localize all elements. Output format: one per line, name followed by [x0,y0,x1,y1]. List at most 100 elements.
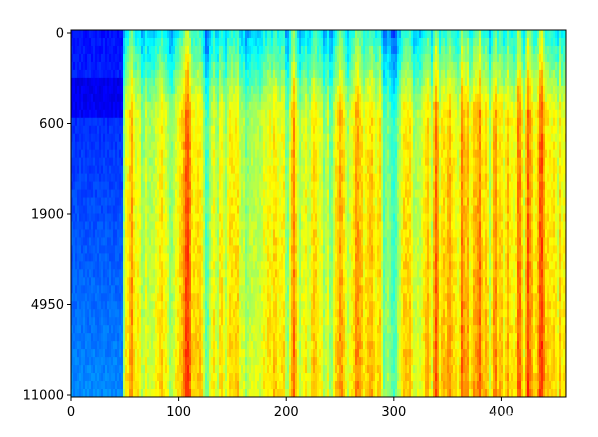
heatmap-cell [201,173,204,183]
heatmap-cell [133,309,136,318]
heatmap-cell [279,117,282,127]
heatmap-column [153,30,156,398]
heatmap-cell [113,157,116,167]
heatmap-cell [137,253,140,262]
heatmap-cell [197,229,200,238]
heatmap-cell [111,333,114,342]
heatmap-cell [207,221,210,230]
heatmap-cell [267,149,270,159]
heatmap-cell [177,349,180,358]
heatmap-cell [195,277,198,286]
heatmap-cell [241,325,244,334]
heatmap-cell [261,165,264,175]
heatmap-cell [155,53,158,63]
heatmap-cell [277,301,280,310]
heatmap-cell [271,341,274,350]
heatmap-cell [275,269,278,278]
heatmap-cell [173,85,176,95]
heatmap-cell [101,293,104,302]
heatmap-cell [275,309,278,318]
heatmap-cell [249,109,252,119]
heatmap-cell [189,197,192,207]
heatmap-cell [149,30,152,39]
heatmap-cell [205,245,208,254]
heatmap-cell [75,277,78,286]
heatmap-cell [101,37,104,47]
heatmap-cell [175,165,178,175]
heatmap-cell [103,93,106,103]
heatmap-cell [187,341,190,350]
heatmap-cell [135,381,138,390]
heatmap-cell [257,197,260,207]
heatmap-cell [225,349,228,358]
heatmap-cell [191,53,194,63]
heatmap-cell [111,30,114,39]
heatmap-cell [87,197,90,207]
heatmap-cell [221,173,224,183]
heatmap-cell [271,325,274,334]
heatmap-cell [149,45,152,55]
heatmap-cell [119,69,122,79]
heatmap-cell [267,165,270,175]
heatmap-cell [163,381,166,390]
heatmap-cell [135,173,138,183]
heatmap-cell [73,261,76,270]
heatmap-cell [243,165,246,175]
heatmap-cell [161,253,164,262]
heatmap-cell [265,181,268,191]
heatmap-cell [253,381,256,390]
heatmap-cell [143,69,146,79]
heatmap-cell [265,341,268,350]
heatmap-cell [205,333,208,342]
heatmap-cell [101,93,104,103]
heatmap-cell [79,141,82,151]
heatmap-cell [77,285,80,294]
heatmap-cell [249,45,252,55]
heatmap-cell [167,189,170,199]
heatmap-cell [265,37,268,47]
heatmap-cell [109,69,112,79]
heatmap-cell [205,157,208,167]
heatmap-cell [139,237,142,246]
heatmap-cell [191,85,194,95]
heatmap-cell [235,373,238,382]
heatmap-cell [113,30,116,39]
heatmap-cell [191,213,194,222]
heatmap-cell [189,269,192,278]
heatmap-cell [151,333,154,342]
heatmap-cell [261,93,264,103]
heatmap-cell [215,125,218,135]
heatmap-cell [275,205,278,214]
heatmap-cell [149,381,152,390]
heatmap-cell [239,301,242,310]
heatmap-cell [219,37,222,47]
heatmap-cell [131,30,134,39]
heatmap-cell [71,109,74,119]
heatmap-cell [137,325,140,334]
heatmap-cell [71,381,74,390]
heatmap-cell [85,309,88,318]
heatmap-cell [71,37,74,47]
heatmap-cell [101,53,104,63]
heatmap-cell [223,173,226,183]
heatmap-cell [153,85,156,95]
heatmap-cell [237,133,240,143]
heatmap-column [97,30,100,398]
heatmap-cell [133,365,136,374]
heatmap-cell [209,205,212,214]
heatmap-cell [77,277,80,286]
heatmap-cell [239,181,242,191]
heatmap-cell [245,357,248,366]
heatmap-cell [121,389,124,398]
heatmap-cell [135,293,138,302]
heatmap-cell [183,333,186,342]
heatmap-cell [145,333,148,342]
heatmap-cell [139,301,142,310]
heatmap-cell [129,213,132,222]
heatmap-cell [93,37,96,47]
heatmap-cell [233,181,236,191]
heatmap-cell [219,157,222,167]
heatmap-cell [209,349,212,358]
heatmap-cell [235,93,238,103]
heatmap-column [249,30,252,398]
